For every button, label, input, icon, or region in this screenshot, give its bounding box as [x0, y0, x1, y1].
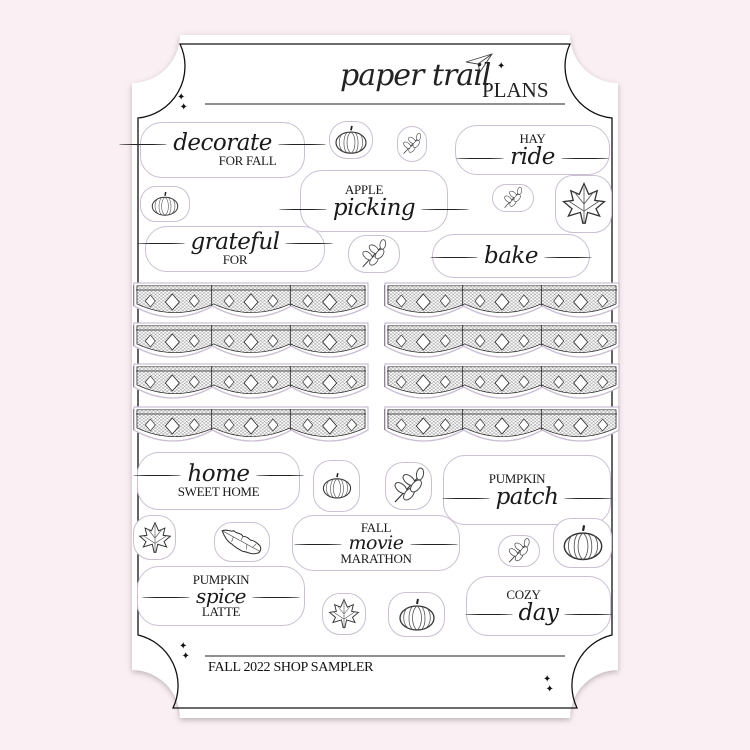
leaf-icon	[348, 235, 400, 273]
sticker-script: day	[464, 602, 613, 625]
sparkle-icon: ✦ ✦	[543, 674, 554, 695]
pumpkin-icon	[329, 121, 373, 159]
sticker-script: bake	[430, 245, 592, 268]
pumpkin-icon	[553, 518, 612, 568]
pumpkin-icon	[388, 592, 445, 637]
sticker-home-sweet-home: home SWEET HOME	[133, 452, 304, 510]
lace-border-strip	[384, 406, 620, 442]
lace-border-strip	[133, 363, 369, 399]
sticker-hay-ride: HAY ride	[455, 125, 610, 175]
brand-script: paper trail	[340, 58, 491, 93]
maple-leaf-icon	[322, 593, 366, 635]
sticker-script: spice	[142, 586, 300, 606]
sticker-caps: PUMPKIN	[192, 572, 250, 587]
sticker-grateful-for: grateful FOR	[136, 226, 334, 272]
sticker-pumpkin-patch: PUMPKIN patch	[441, 455, 613, 525]
sticker-script: movie	[294, 533, 458, 552]
sticker-pumpkin-spice-latte: PUMPKIN spice LATTE	[137, 566, 305, 626]
sparkle-icon: ✦ ✦	[179, 641, 190, 662]
sticker-cozy-day: COZY day	[464, 576, 613, 636]
sticker-apple-picking: APPLE picking	[278, 170, 470, 232]
sticker-caps: PUMPKIN	[488, 471, 546, 486]
sticker-caps: LATTE	[201, 604, 241, 619]
brand-caps: PLANS	[482, 78, 549, 102]
sticker-fall-movie-marathon: FALL movie MARATHON	[292, 515, 460, 571]
lace-border-strip	[384, 363, 620, 399]
sticker-script: patch	[441, 486, 613, 509]
pumpkin-icon	[140, 186, 190, 222]
sparkle-icon: ✦ ✦	[177, 92, 188, 113]
pumpkin-icon	[313, 460, 360, 512]
leaf-icon	[492, 184, 534, 212]
leaf-icon	[397, 126, 427, 162]
sticker-caps: MARATHON	[340, 550, 412, 566]
sticker-caps: COZY	[506, 587, 541, 602]
sticker-caps: HAY	[519, 131, 546, 146]
lace-border-strip	[384, 322, 620, 358]
sticker-script: picking	[278, 197, 470, 220]
lace-border-strip	[133, 322, 369, 358]
lace-border-strip	[133, 406, 369, 442]
oak-leaf-icon	[214, 522, 270, 562]
sticker-script: grateful	[136, 231, 334, 254]
leaf-icon	[385, 462, 432, 510]
leaf-icon	[498, 535, 540, 567]
sparkle-icon: ✦	[497, 61, 506, 72]
footer-title: FALL 2022 SHOP SAMPLER	[208, 660, 374, 675]
sticker-script: decorate	[119, 132, 326, 155]
sticker-caps: APPLE	[344, 182, 384, 197]
sticker-decorate-for-fall: decorate FOR FALL	[119, 122, 326, 178]
maple-leaf-icon	[133, 515, 176, 560]
sticker-bake: bake	[430, 234, 592, 278]
paper-plane-icon	[465, 53, 494, 74]
sticker-caps: SWEET HOME	[177, 484, 260, 499]
lace-border-strip	[133, 282, 369, 318]
sticker-script: home	[133, 463, 304, 486]
sticker-caps: FALL	[360, 519, 392, 535]
sticker-script: ride	[456, 146, 609, 169]
sticker-caps: FOR FALL	[218, 153, 277, 168]
sticker-caps: FOR	[222, 252, 248, 267]
lace-border-strip	[384, 282, 620, 318]
maple-leaf-icon	[555, 175, 612, 233]
